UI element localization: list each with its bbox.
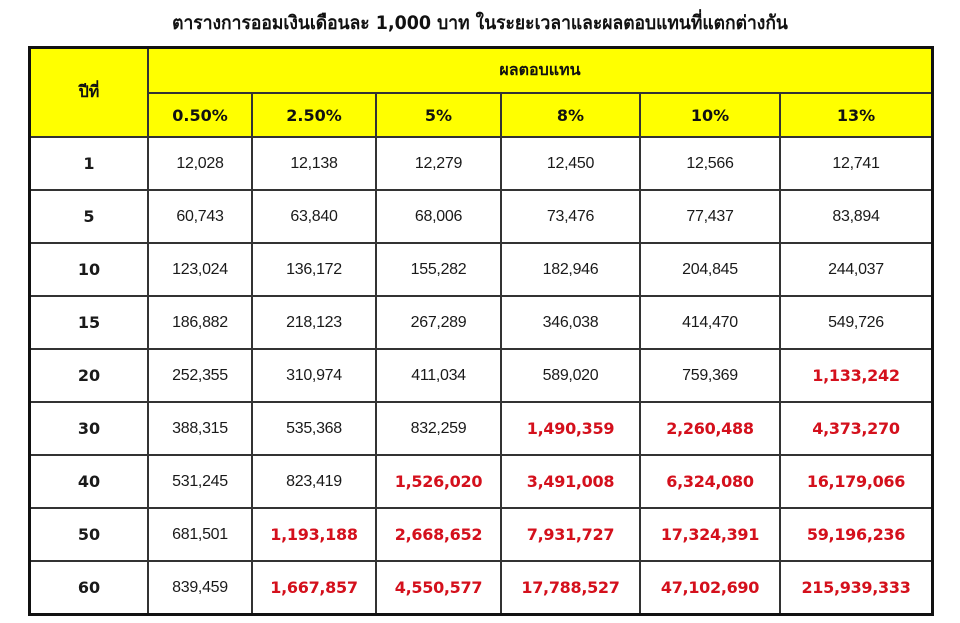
- savings-table: ปีที่ ผลตอบแทน 0.50% 2.50% 5% 8% 10% 13%…: [28, 46, 934, 616]
- table-row: 60 839,459 1,667,857 4,550,577 17,788,52…: [28, 560, 934, 616]
- value-cell: 832,259: [375, 401, 502, 456]
- value-cell: 12,279: [375, 136, 502, 191]
- year-cell: 50: [28, 507, 149, 562]
- value-cell: 186,882: [147, 295, 253, 350]
- value-cell: 63,840: [251, 189, 377, 244]
- value-cell: 155,282: [375, 242, 502, 297]
- year-cell: 15: [28, 295, 149, 350]
- year-cell: 30: [28, 401, 149, 456]
- value-cell: 83,894: [779, 189, 934, 244]
- table-row: 20 252,355 310,974 411,034 589,020 759,3…: [28, 348, 934, 403]
- value-cell: 1,490,359: [500, 401, 641, 456]
- returns-group-header: ผลตอบแทน: [147, 46, 934, 94]
- value-cell: 60,743: [147, 189, 253, 244]
- table-row: 1 12,028 12,138 12,279 12,450 12,566 12,…: [28, 136, 934, 191]
- value-cell: 388,315: [147, 401, 253, 456]
- value-cell: 346,038: [500, 295, 641, 350]
- value-cell: 823,419: [251, 454, 377, 509]
- header-row-returns: ปีที่ ผลตอบแทน: [28, 46, 934, 138]
- value-cell: 204,845: [639, 242, 781, 297]
- header-row-rates: 0.50% 2.50% 5% 8% 10% 13%: [30, 92, 934, 138]
- year-column-header: ปีที่: [28, 46, 149, 138]
- rate-header-13: 13%: [779, 92, 934, 138]
- value-cell: 73,476: [500, 189, 641, 244]
- value-cell: 4,550,577: [375, 560, 502, 616]
- value-cell: 839,459: [147, 560, 253, 616]
- page-title: ตารางการออมเงินเดือนละ 1,000 บาท ในระยะเ…: [172, 12, 788, 34]
- value-cell: 531,245: [147, 454, 253, 509]
- value-cell: 218,123: [251, 295, 377, 350]
- rate-header-2.5: 2.50%: [251, 92, 377, 138]
- value-cell: 414,470: [639, 295, 781, 350]
- value-cell: 681,501: [147, 507, 253, 562]
- rate-header-8: 8%: [500, 92, 641, 138]
- value-cell: 12,028: [147, 136, 253, 191]
- value-cell: 215,939,333: [779, 560, 934, 616]
- rate-header-5: 5%: [375, 92, 502, 138]
- value-cell: 549,726: [779, 295, 934, 350]
- value-cell: 12,450: [500, 136, 641, 191]
- value-cell: 1,667,857: [251, 560, 377, 616]
- value-cell: 77,437: [639, 189, 781, 244]
- table-row: 10 123,024 136,172 155,282 182,946 204,8…: [28, 242, 934, 297]
- value-cell: 12,741: [779, 136, 934, 191]
- value-cell: 12,566: [639, 136, 781, 191]
- value-cell: 1,193,188: [251, 507, 377, 562]
- value-cell: 267,289: [375, 295, 502, 350]
- year-cell: 60: [28, 560, 149, 616]
- value-cell: 535,368: [251, 401, 377, 456]
- table-row: 5 60,743 63,840 68,006 73,476 77,437 83,…: [28, 189, 934, 244]
- value-cell: 182,946: [500, 242, 641, 297]
- value-cell: 3,491,008: [500, 454, 641, 509]
- rate-header-0.5: 0.50%: [147, 92, 253, 138]
- value-cell: 136,172: [251, 242, 377, 297]
- value-cell: 2,260,488: [639, 401, 781, 456]
- value-cell: 759,369: [639, 348, 781, 403]
- value-cell: 252,355: [147, 348, 253, 403]
- table-body: 1 12,028 12,138 12,279 12,450 12,566 12,…: [28, 136, 934, 616]
- value-cell: 68,006: [375, 189, 502, 244]
- value-cell: 589,020: [500, 348, 641, 403]
- table-row: 15 186,882 218,123 267,289 346,038 414,4…: [28, 295, 934, 350]
- rate-header-10: 10%: [639, 92, 781, 138]
- value-cell: 4,373,270: [779, 401, 934, 456]
- value-cell: 244,037: [779, 242, 934, 297]
- value-cell: 1,526,020: [375, 454, 502, 509]
- table-row: 40 531,245 823,419 1,526,020 3,491,008 6…: [28, 454, 934, 509]
- value-cell: 7,931,727: [500, 507, 641, 562]
- value-cell: 310,974: [251, 348, 377, 403]
- table-row: 50 681,501 1,193,188 2,668,652 7,931,727…: [28, 507, 934, 562]
- value-cell: 12,138: [251, 136, 377, 191]
- value-cell: 123,024: [147, 242, 253, 297]
- value-cell: 59,196,236: [779, 507, 934, 562]
- year-cell: 20: [28, 348, 149, 403]
- year-cell: 5: [28, 189, 149, 244]
- value-cell: 2,668,652: [375, 507, 502, 562]
- value-cell: 17,788,527: [500, 560, 641, 616]
- year-cell: 10: [28, 242, 149, 297]
- value-cell: 17,324,391: [639, 507, 781, 562]
- value-cell: 6,324,080: [639, 454, 781, 509]
- table-row: 30 388,315 535,368 832,259 1,490,359 2,2…: [28, 401, 934, 456]
- year-cell: 1: [28, 136, 149, 191]
- value-cell: 411,034: [375, 348, 502, 403]
- year-cell: 40: [28, 454, 149, 509]
- value-cell: 1,133,242: [779, 348, 934, 403]
- value-cell: 16,179,066: [779, 454, 934, 509]
- value-cell: 47,102,690: [639, 560, 781, 616]
